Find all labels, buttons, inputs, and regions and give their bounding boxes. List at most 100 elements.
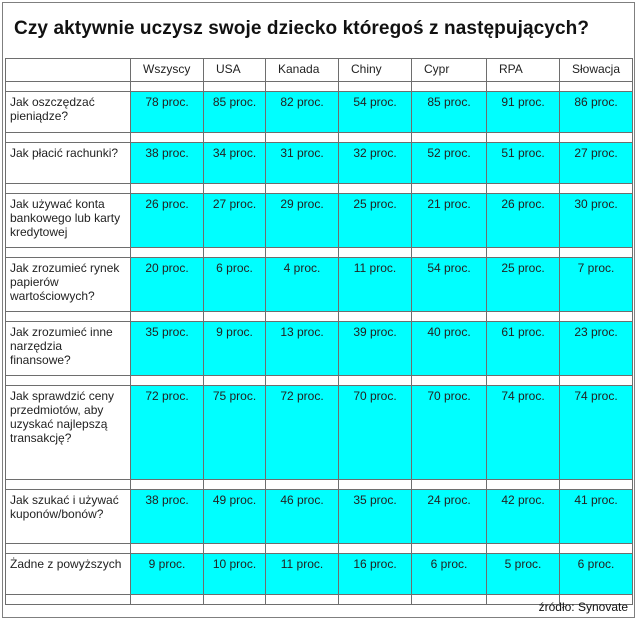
question-label: Jak zrozumieć inne narzędzia finansowe? (5, 321, 131, 376)
spacer-cell (486, 247, 560, 258)
header-blank (5, 58, 131, 82)
value-cell: 16 proc. (338, 553, 412, 595)
spacer-cell (486, 132, 560, 143)
page-title: Czy aktywnie uczysz swoje dziecko któreg… (14, 18, 590, 39)
spacer-cell (411, 479, 487, 490)
spacer-cell (559, 375, 633, 386)
table-row: Jak sprawdzić ceny przedmiotów, aby uzys… (5, 385, 633, 480)
spacer-cell (411, 132, 487, 143)
spacer-cell (265, 479, 339, 490)
value-cell: 51 proc. (486, 142, 560, 184)
value-cell: 23 proc. (559, 321, 633, 376)
question-label: Jak szukać i używać kuponów/bonów? (5, 489, 131, 544)
table-row: Jak używać konta bankowego lub karty kre… (5, 193, 633, 248)
spacer-row (5, 247, 633, 258)
value-cell: 46 proc. (265, 489, 339, 544)
value-cell: 31 proc. (265, 142, 339, 184)
spacer-cell (338, 594, 412, 605)
value-cell: 34 proc. (203, 142, 266, 184)
value-cell: 54 proc. (411, 257, 487, 312)
spacer-cell (411, 543, 487, 554)
spacer-row (5, 81, 633, 92)
spacer-cell (203, 479, 266, 490)
value-cell: 74 proc. (559, 385, 633, 480)
spacer-row (5, 594, 633, 605)
value-cell: 20 proc. (130, 257, 204, 312)
spacer-cell (5, 543, 131, 554)
value-cell: 52 proc. (411, 142, 487, 184)
question-label: Jak płacić rachunki? (5, 142, 131, 184)
table-row: Jak szukać i używać kuponów/bonów? 38 pro… (5, 489, 633, 544)
spacer-cell (338, 183, 412, 194)
value-cell: 6 proc. (559, 553, 633, 595)
spacer-cell (265, 375, 339, 386)
question-label: Żadne z powyższych (5, 553, 131, 595)
value-cell: 6 proc. (411, 553, 487, 595)
spacer-row (5, 543, 633, 554)
spacer-cell (411, 81, 487, 92)
spacer-cell (5, 81, 131, 92)
value-cell: 9 proc. (203, 321, 266, 376)
value-cell: 40 proc. (411, 321, 487, 376)
value-cell: 9 proc. (130, 553, 204, 595)
spacer-cell (265, 543, 339, 554)
value-cell: 78 proc. (130, 91, 204, 133)
spacer-cell (265, 311, 339, 322)
value-cell: 29 proc. (265, 193, 339, 248)
value-cell: 27 proc. (203, 193, 266, 248)
spacer-cell (486, 183, 560, 194)
spacer-cell (265, 81, 339, 92)
value-cell: 41 proc. (559, 489, 633, 544)
table-row: Jak zrozumieć inne narzędzia finansowe? 3… (5, 321, 633, 376)
spacer-cell (411, 311, 487, 322)
spacer-cell (338, 311, 412, 322)
value-cell: 11 proc. (265, 553, 339, 595)
spacer-cell (338, 81, 412, 92)
column-header: Chiny (338, 58, 412, 82)
spacer-cell (559, 311, 633, 322)
spacer-cell (559, 132, 633, 143)
spacer-cell (130, 132, 204, 143)
spacer-cell (411, 375, 487, 386)
value-cell: 35 proc. (130, 321, 204, 376)
value-cell: 85 proc. (411, 91, 487, 133)
results-table: Wszyscy USA Kanada Chiny Cypr RPA Słowac… (5, 58, 633, 605)
spacer-row (5, 183, 633, 194)
value-cell: 25 proc. (338, 193, 412, 248)
spacer-cell (130, 311, 204, 322)
spacer-cell (203, 543, 266, 554)
spacer-cell (5, 594, 131, 605)
value-cell: 4 proc. (265, 257, 339, 312)
spacer-cell (5, 247, 131, 258)
spacer-cell (338, 375, 412, 386)
spacer-cell (338, 479, 412, 490)
value-cell: 70 proc. (338, 385, 412, 480)
column-header: Kanada (265, 58, 339, 82)
value-cell: 26 proc. (130, 193, 204, 248)
source-note: źródło: Synovate (538, 600, 628, 614)
spacer-cell (486, 479, 560, 490)
spacer-cell (130, 183, 204, 194)
spacer-cell (411, 247, 487, 258)
value-cell: 27 proc. (559, 142, 633, 184)
spacer-cell (265, 594, 339, 605)
value-cell: 10 proc. (203, 553, 266, 595)
value-cell: 70 proc. (411, 385, 487, 480)
spacer-cell (5, 311, 131, 322)
spacer-cell (338, 543, 412, 554)
value-cell: 85 proc. (203, 91, 266, 133)
value-cell: 25 proc. (486, 257, 560, 312)
spacer-row (5, 375, 633, 386)
value-cell: 11 proc. (338, 257, 412, 312)
spacer-cell (265, 132, 339, 143)
value-cell: 13 proc. (265, 321, 339, 376)
value-cell: 21 proc. (411, 193, 487, 248)
spacer-cell (338, 247, 412, 258)
spacer-cell (486, 375, 560, 386)
spacer-cell (203, 81, 266, 92)
value-cell: 86 proc. (559, 91, 633, 133)
spacer-cell (559, 594, 633, 605)
spacer-cell (5, 479, 131, 490)
column-header: Wszyscy (130, 58, 204, 82)
value-cell: 24 proc. (411, 489, 487, 544)
